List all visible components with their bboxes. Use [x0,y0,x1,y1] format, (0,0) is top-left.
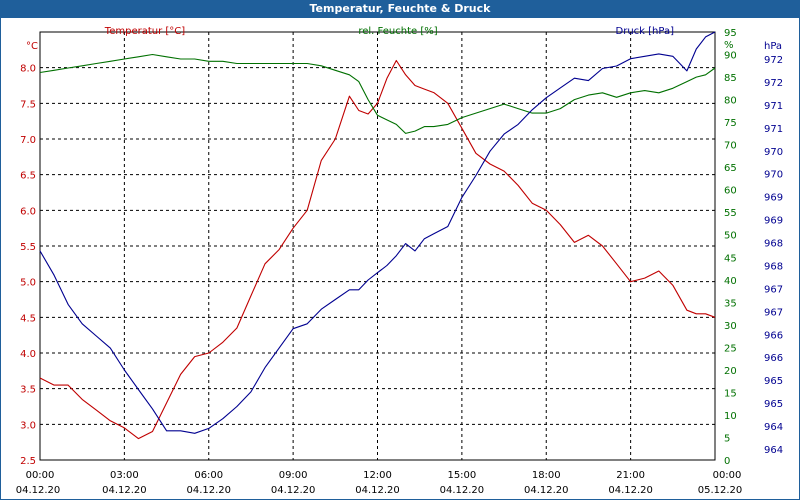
humidity-tick-label-5: 70 [724,141,737,152]
humidity-tick-label-8: 55 [724,208,737,219]
date-label-0: 04.12.20 [16,485,61,496]
pressure-tick-label-10: 967 [764,284,783,295]
series-line-humidity [39,53,716,134]
humidity-tick-label-11: 40 [724,276,737,287]
date-label-4: 04.12.20 [355,485,400,496]
pressure-tick-label-4: 970 [764,147,783,158]
pressure-tick-label-13: 966 [764,353,783,364]
humidity-tick-label-19: 0 [724,456,730,467]
pressure-tick-label-1: 972 [764,78,783,89]
pressure-tick-label-6: 969 [764,193,783,204]
date-label-5: 04.12.20 [440,485,485,496]
humidity-tick-label-0: 95 [724,28,737,39]
temp-tick-label-4: 6.0 [20,206,36,217]
temp-tick-label-5: 5.5 [20,242,36,253]
humidity-tick-label-14: 25 [724,343,737,354]
humidity-tick-label-7: 60 [724,186,737,197]
temp-tick-label-8: 4.0 [20,349,36,360]
time-label-3: 09:00 [279,470,308,481]
time-label-5: 15:00 [447,470,476,481]
pressure-tick-label-8: 968 [764,239,783,250]
pressure-axis-unit: hPa [764,41,782,52]
humidity-tick-label-12: 35 [724,298,737,309]
date-label-7: 04.12.20 [608,485,653,496]
time-label-4: 12:00 [363,470,392,481]
temp-tick-label-3: 6.5 [20,171,36,182]
date-label-6: 04.12.20 [524,485,569,496]
humidity-tick-label-2: 85 [724,73,737,84]
time-label-0: 00:00 [26,470,55,481]
legend-series-1: rel. Feuchte [%] [358,26,437,37]
pressure-tick-label-5: 970 [764,170,783,181]
time-label-6: 18:00 [532,470,561,481]
humidity-tick-label-16: 15 [724,388,737,399]
legend-series-2: Druck [hPa] [616,26,675,37]
date-label-2: 04.12.20 [186,485,231,496]
time-label-2: 06:00 [194,470,223,481]
series-line-pressure [39,31,716,434]
temp-tick-label-9: 3.5 [20,385,36,396]
pressure-tick-label-9: 968 [764,261,783,272]
humidity-tick-label-10: 45 [724,253,737,264]
pressure-tick-label-17: 964 [764,445,783,456]
grid-lines [40,32,715,460]
pressure-tick-label-14: 965 [764,376,783,387]
pressure-tick-label-11: 967 [764,307,783,318]
humidity-tick-label-18: 5 [724,433,730,444]
pressure-tick-label-2: 971 [764,101,783,112]
humidity-tick-label-13: 30 [724,321,737,332]
pressure-tick-label-0: 972 [764,55,783,66]
series-line-temperature [39,59,716,440]
temp-tick-label-7: 4.5 [20,313,36,324]
humidity-tick-label-4: 75 [724,118,737,129]
humidity-axis-unit: % [724,40,734,51]
temp-tick-label-6: 5.0 [20,278,36,289]
temp-axis-unit: °C [26,41,38,52]
pressure-tick-label-12: 966 [764,330,783,341]
series-lines [39,31,716,440]
temp-tick-label-1: 7.5 [20,99,36,110]
temp-tick-label-11: 2.5 [20,456,36,467]
time-label-7: 21:00 [616,470,645,481]
temp-tick-label-10: 3.0 [20,420,36,431]
time-label-1: 03:00 [110,470,139,481]
date-label-3: 04.12.20 [271,485,316,496]
date-label-8: 05.12.20 [698,485,743,496]
pressure-tick-label-15: 965 [764,399,783,410]
plot-area [39,31,716,461]
pressure-tick-label-7: 969 [764,216,783,227]
date-label-1: 04.12.20 [102,485,147,496]
humidity-tick-label-15: 20 [724,366,737,377]
tick-labels: °C8.07.57.06.56.05.55.04.54.03.53.02.5%9… [16,26,783,496]
humidity-tick-label-1: 90 [724,51,737,62]
pressure-tick-label-3: 971 [764,124,783,135]
chart-title: Temperatur, Feuchte & Druck [0,0,800,18]
humidity-tick-label-6: 65 [724,163,737,174]
legend-series-0: Temperatur [°C] [104,26,185,37]
temp-tick-label-2: 7.0 [20,135,36,146]
temp-tick-label-0: 8.0 [20,64,36,75]
humidity-tick-label-3: 80 [724,96,737,107]
humidity-tick-label-9: 50 [724,231,737,242]
humidity-tick-label-17: 10 [724,411,737,422]
pressure-tick-label-16: 964 [764,422,783,433]
time-label-8: 00:00 [713,470,742,481]
